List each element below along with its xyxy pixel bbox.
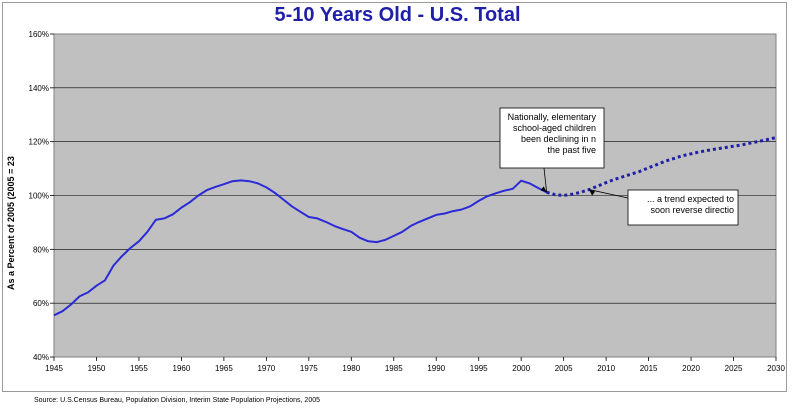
x-tick-label: 1970 <box>257 364 275 373</box>
annotation-text: ... a trend expected to <box>647 194 734 204</box>
y-tick-label: 120% <box>29 138 49 147</box>
x-tick-label: 2000 <box>512 364 530 373</box>
y-tick-label: 60% <box>33 299 49 308</box>
x-tick-label: 1965 <box>215 364 233 373</box>
annotation-arrowhead <box>540 186 547 193</box>
annotation-leader-line <box>589 189 629 199</box>
y-tick-label: 40% <box>33 353 49 362</box>
historical-series-line <box>53 179 548 317</box>
annotation-arrowhead <box>589 189 596 196</box>
source-note: Source: U.S.Census Bureau, Population Di… <box>34 397 320 404</box>
annotation-text: soon reverse directio <box>650 205 734 215</box>
y-tick-label: 80% <box>33 245 49 254</box>
x-tick-label: 2010 <box>597 364 615 373</box>
x-tick-label: 1945 <box>45 364 63 373</box>
projected-series-line <box>546 136 777 197</box>
x-tick-label: 1960 <box>173 364 191 373</box>
y-tick-label: 100% <box>29 192 49 201</box>
y-tick-label: 160% <box>29 30 49 39</box>
x-tick-label: 1975 <box>300 364 318 373</box>
x-tick-label: 2005 <box>555 364 573 373</box>
x-tick-label: 1980 <box>342 364 360 373</box>
x-tick-label: 2015 <box>640 364 658 373</box>
x-tick-label: 1955 <box>130 364 148 373</box>
annotation-box <box>499 107 605 169</box>
annotation-text: been declining in n <box>521 134 596 144</box>
x-tick-label: 1950 <box>88 364 106 373</box>
y-tick-label: 140% <box>29 84 49 93</box>
annotation-text: the past five <box>547 145 596 155</box>
x-tick-label: 2025 <box>725 364 743 373</box>
annotation-leader-line <box>543 167 548 193</box>
annotation-text: Nationally, elementary <box>508 112 597 122</box>
x-tick-label: 1995 <box>470 364 488 373</box>
chart-title: 5-10 Years Old - U.S. Total <box>274 4 521 26</box>
annotation-box <box>627 189 739 226</box>
x-tick-label: 2020 <box>682 364 700 373</box>
annotation-text: school-aged children <box>513 123 596 133</box>
x-tick-label: 1990 <box>427 364 445 373</box>
x-tick-label: 2030 <box>767 364 785 373</box>
x-tick-label: 1985 <box>385 364 403 373</box>
